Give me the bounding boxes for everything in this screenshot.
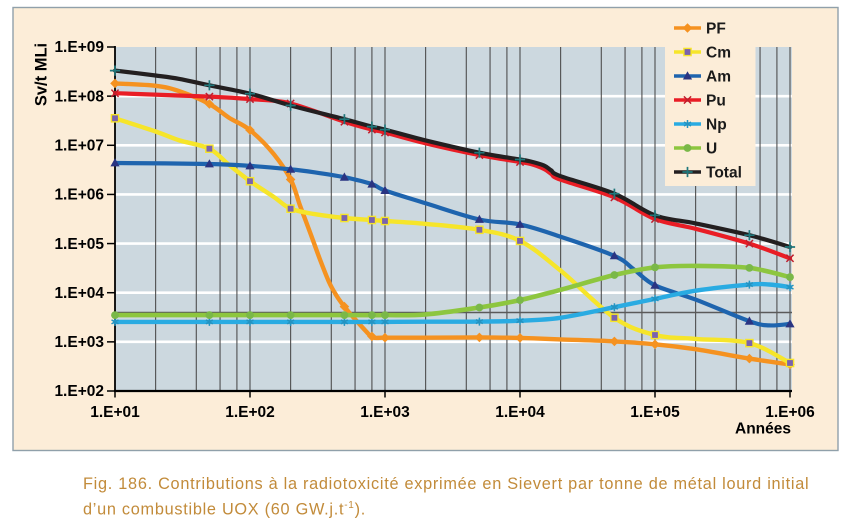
svg-text:1.E+05: 1.E+05: [630, 404, 680, 421]
svg-text:1.E+03: 1.E+03: [54, 334, 104, 351]
svg-text:1.E+04: 1.E+04: [495, 404, 545, 421]
svg-text:1.E+05: 1.E+05: [54, 236, 104, 253]
svg-text:1.E+06: 1.E+06: [54, 187, 104, 204]
svg-text:1.E+09: 1.E+09: [54, 39, 104, 56]
svg-text:PF: PF: [706, 21, 726, 38]
svg-text:Années: Années: [735, 421, 791, 438]
svg-text:1.E+04: 1.E+04: [54, 285, 104, 302]
svg-text:Sv/t MLi: Sv/t MLi: [33, 43, 51, 106]
svg-text:1.E+06: 1.E+06: [765, 404, 815, 421]
svg-text:Cm: Cm: [706, 45, 731, 62]
svg-text:U: U: [706, 141, 717, 158]
svg-text:Am: Am: [706, 69, 731, 86]
svg-text:1.E+03: 1.E+03: [360, 404, 410, 421]
svg-text:1.E+01: 1.E+01: [90, 404, 140, 421]
svg-text:1.E+08: 1.E+08: [54, 88, 104, 105]
svg-text:Pu: Pu: [706, 93, 726, 110]
svg-text:1.E+02: 1.E+02: [54, 383, 104, 400]
svg-text:1.E+02: 1.E+02: [225, 404, 275, 421]
svg-text:Np: Np: [706, 117, 727, 134]
svg-text:1.E+07: 1.E+07: [54, 138, 104, 155]
svg-text:Total: Total: [706, 165, 742, 182]
